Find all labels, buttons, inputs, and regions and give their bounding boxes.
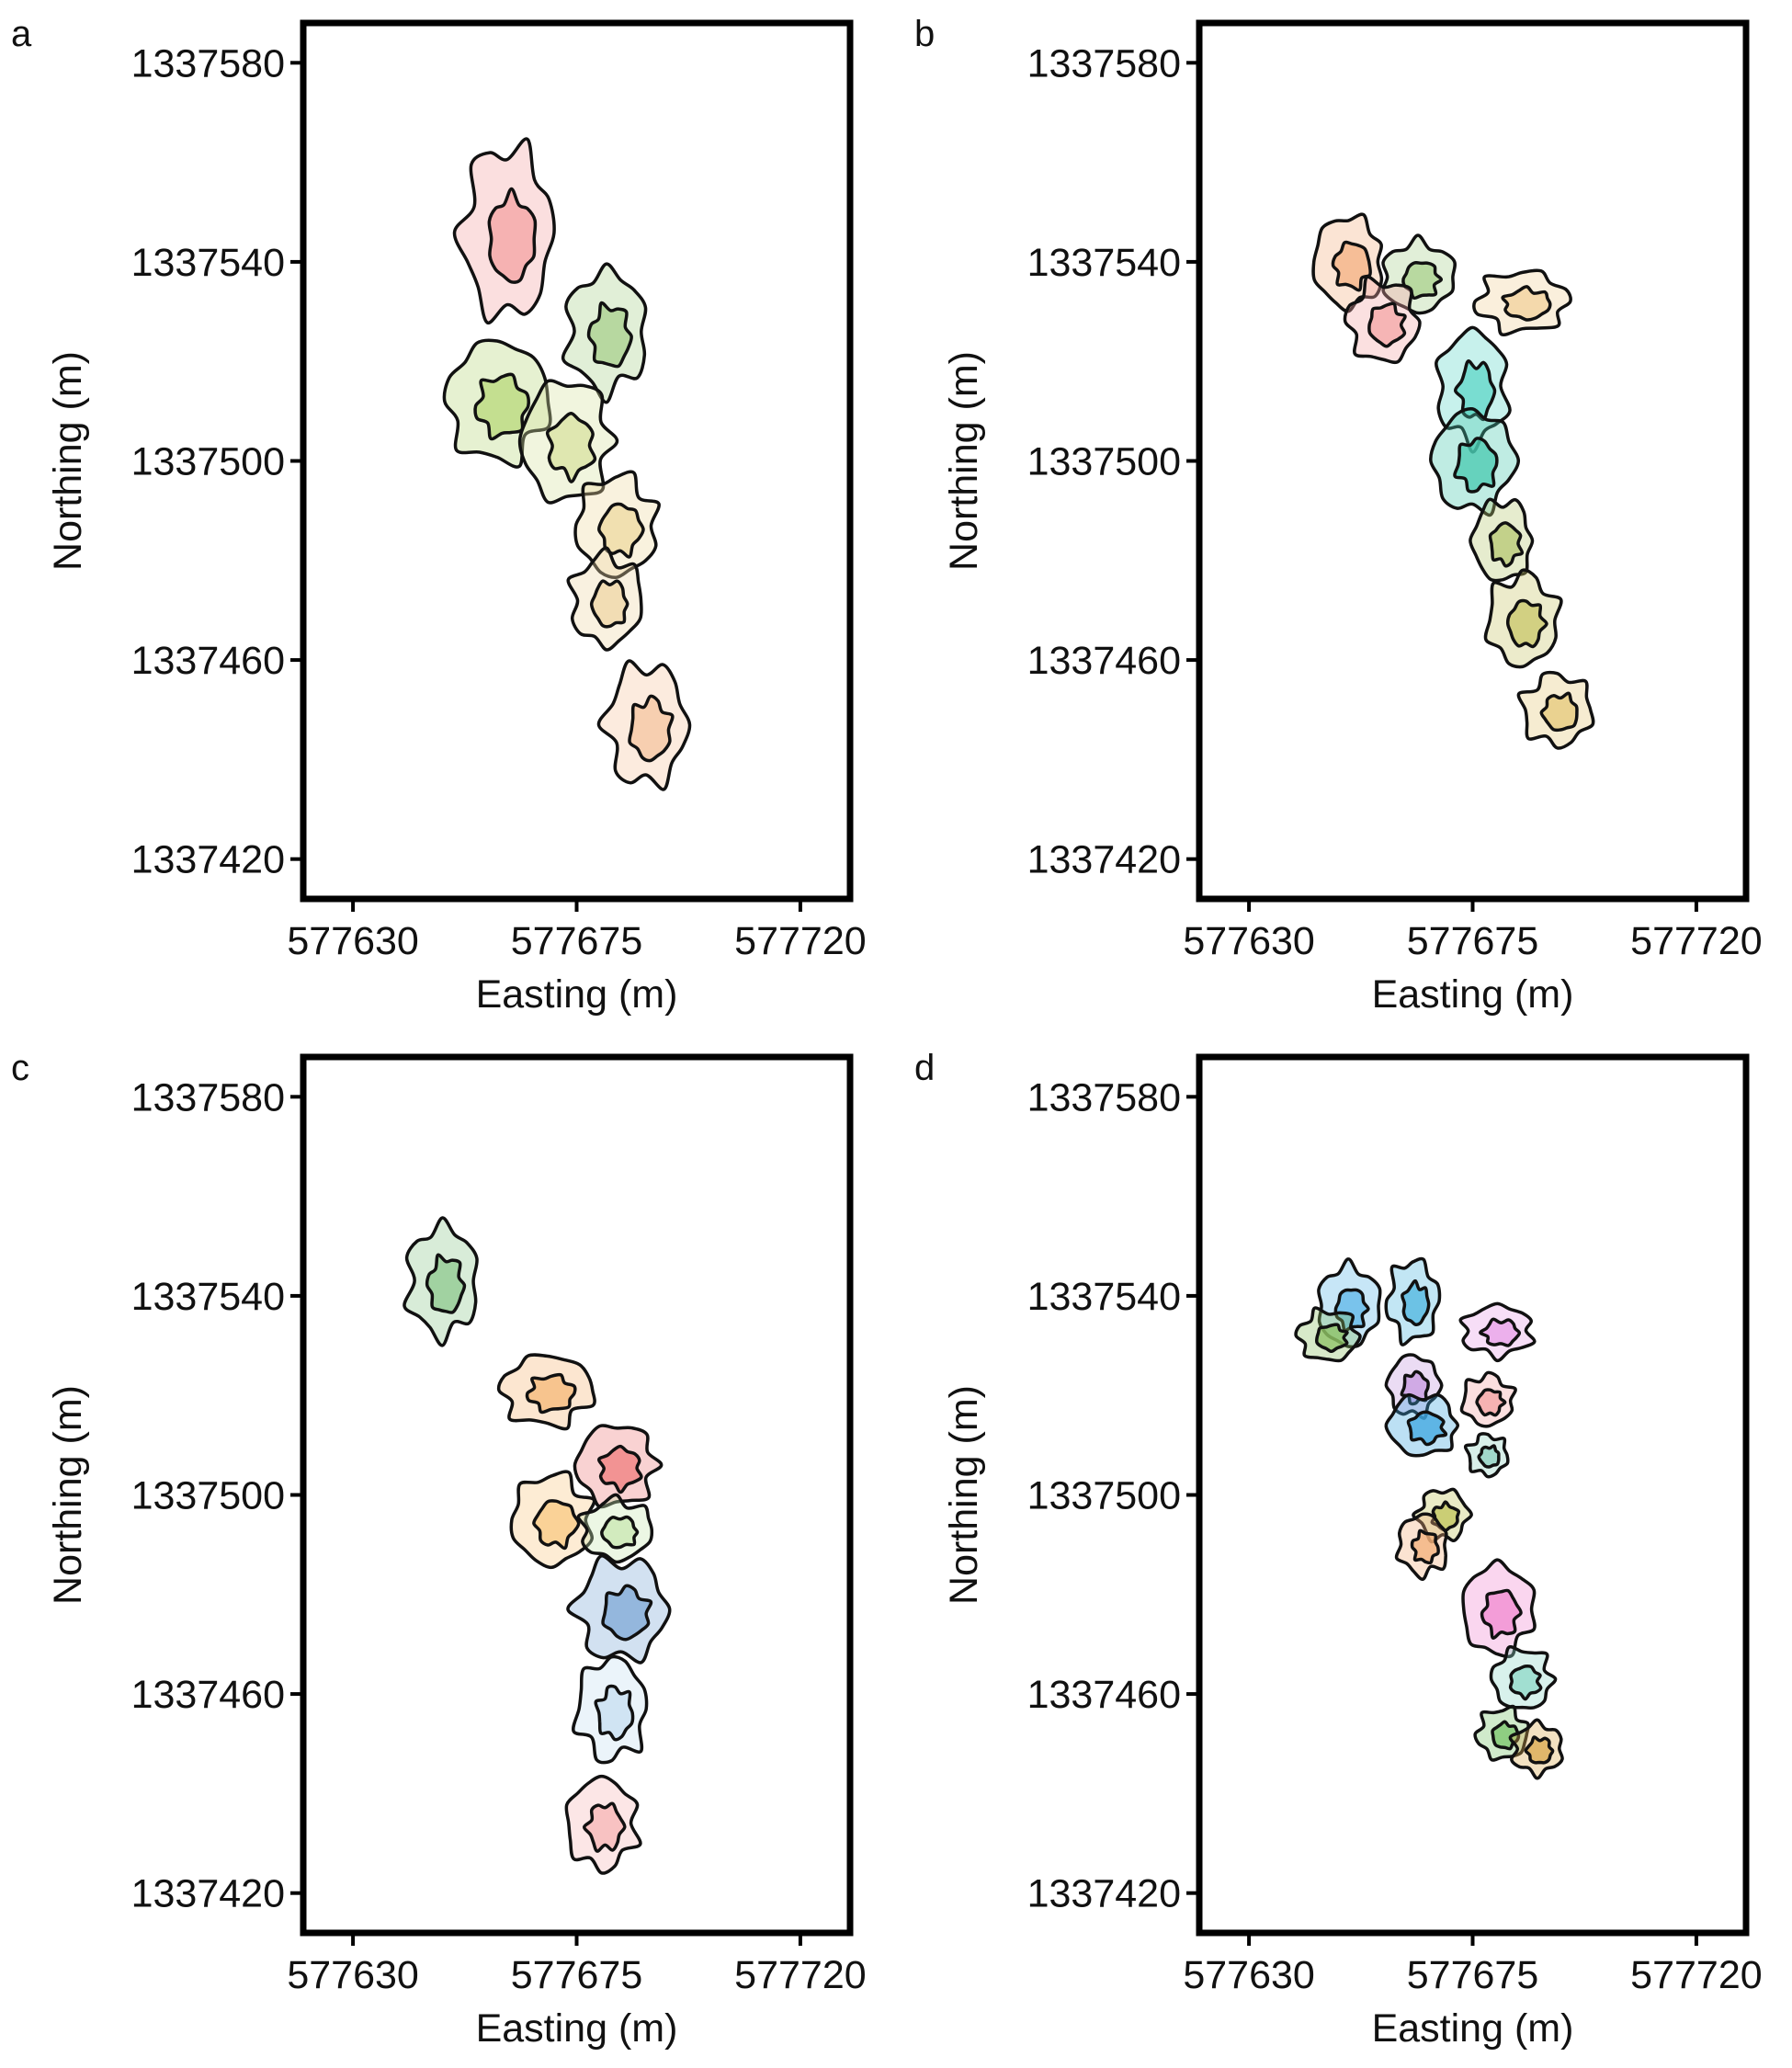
x-axis-title-b: Easting (m) (1372, 972, 1574, 1017)
chart-svg-c: c 1337420 1337460 1337500 1337540 1337580 577… (11, 1048, 867, 2051)
y-axis-title-b: Northing (m) (942, 351, 986, 571)
contour-inner-c-1 (525, 1372, 577, 1415)
contour-inner-c-3 (532, 1499, 581, 1551)
x-tick-label-b-1: 577675 (1407, 919, 1539, 963)
contour-inner-d-1 (1314, 1323, 1349, 1354)
contour-inner-a-5 (589, 579, 629, 629)
x-tick-label-a-1: 577675 (511, 919, 643, 963)
x-tick-label-c-0: 577630 (287, 1953, 419, 1997)
y-tick-label-d-1: 1337460 (1027, 1673, 1181, 1717)
contour-inner-d-10 (1480, 1588, 1523, 1640)
chart-svg-d: d 1337420 1337460 1337500 1337540 1337580 577… (914, 1048, 1763, 2051)
chart-svg-a: a 1337420 1337460 1337500 1337540 1337580 577… (11, 14, 867, 1017)
contour-inner-c-7 (582, 1801, 627, 1853)
y-tick-label-b-4: 1337580 (1027, 41, 1181, 85)
contour-inner-c-0 (425, 1253, 467, 1314)
plot-frame-a (300, 19, 854, 903)
plot-frame-b (1196, 19, 1750, 903)
plot-frame-d (1196, 1053, 1750, 1937)
contour-inner-c-2 (597, 1444, 643, 1494)
panel-a: a 1337420 1337460 1337500 1337540 1337580 577… (0, 0, 896, 1034)
y-tick-label-b-2: 1337500 (1027, 440, 1181, 484)
x-axis-title-a: Easting (m) (476, 972, 678, 1017)
contour-inner-d-2 (1401, 1278, 1431, 1326)
contour-inner-a-3 (545, 411, 597, 483)
contour-inner-a-6 (628, 694, 675, 763)
plot-frame-c (300, 1053, 854, 1937)
y-tick-label-b-3: 1337540 (1027, 241, 1181, 285)
contour-inner-b-7 (1505, 598, 1548, 649)
y-tick-label-b-0: 1337420 (1027, 838, 1181, 882)
y-tick-label-c-4: 1337580 (131, 1075, 285, 1119)
contour-inner-a-1 (586, 301, 633, 369)
x-tick-label-d-1: 577675 (1407, 1953, 1539, 1997)
contour-inner-d-6 (1475, 1388, 1507, 1417)
y-tick-label-c-3: 1337540 (131, 1275, 285, 1319)
x-tick-label-d-2: 577720 (1630, 1953, 1763, 1997)
contour-inner-c-4 (600, 1515, 640, 1550)
contour-inner-c-6 (594, 1684, 635, 1742)
y-tick-label-d-3: 1337540 (1027, 1275, 1181, 1319)
x-axis-title-c: Easting (m) (476, 2006, 678, 2051)
contour-inner-d-0 (1333, 1288, 1370, 1333)
y-tick-label-c-2: 1337500 (131, 1474, 285, 1518)
x-tick-label-a-2: 577720 (734, 919, 867, 963)
x-tick-label-b-2: 577720 (1630, 919, 1763, 963)
x-tick-label-c-1: 577675 (511, 1953, 643, 1997)
contour-inner-a-0 (487, 187, 538, 284)
y-axis-title-a: Northing (m) (46, 351, 90, 571)
contour-inner-a-4 (597, 502, 645, 559)
y-tick-label-a-0: 1337420 (131, 838, 285, 882)
contour-inner-d-5 (1406, 1410, 1448, 1447)
panel-b: b 1337420 1337460 1337500 1337540 1337580 577… (896, 0, 1792, 1034)
contour-inner-c-5 (601, 1584, 653, 1642)
panel-c: c 1337420 1337460 1337500 1337540 1337580 577… (0, 1034, 896, 2068)
contour-inner-d-13 (1524, 1735, 1555, 1765)
chart-svg-b: b 1337420 1337460 1337500 1337540 1337580 577… (914, 14, 1763, 1017)
y-tick-label-a-3: 1337540 (131, 241, 285, 285)
y-axis-title-c: Northing (m) (46, 1385, 90, 1605)
contour-inner-b-5 (1453, 437, 1499, 494)
contour-inner-d-11 (1508, 1665, 1543, 1701)
panel-d: d 1337420 1337460 1337500 1337540 1337580 577… (896, 1034, 1792, 2068)
panel-letter-a: a (11, 14, 32, 54)
contour-inner-d-3 (1479, 1317, 1522, 1347)
x-tick-label-c-2: 577720 (734, 1953, 867, 1997)
contour-inner-b-3 (1501, 285, 1552, 322)
panel-letter-c: c (11, 1048, 29, 1088)
contour-inner-a-2 (473, 372, 530, 441)
y-tick-label-d-2: 1337500 (1027, 1474, 1181, 1518)
contour-inner-b-1 (1401, 261, 1444, 301)
y-tick-label-b-1: 1337460 (1027, 639, 1181, 683)
x-tick-label-a-0: 577630 (287, 919, 419, 963)
y-tick-label-d-4: 1337580 (1027, 1075, 1181, 1119)
x-tick-label-d-0: 577630 (1183, 1953, 1315, 1997)
y-tick-label-a-4: 1337580 (131, 41, 285, 85)
y-tick-label-a-2: 1337500 (131, 440, 285, 484)
y-tick-label-c-0: 1337420 (131, 1872, 285, 1916)
y-tick-label-a-1: 1337460 (131, 639, 285, 683)
panel-letter-d: d (914, 1048, 935, 1088)
contour-inner-b-6 (1488, 521, 1525, 568)
panel-letter-b: b (914, 14, 935, 54)
contour-inner-b-2 (1367, 301, 1407, 348)
contour-inner-d-7 (1477, 1444, 1501, 1469)
contour-inner-d-9 (1410, 1528, 1440, 1565)
y-tick-label-c-1: 1337460 (131, 1673, 285, 1717)
x-tick-label-b-0: 577630 (1183, 919, 1315, 963)
contour-inner-b-0 (1331, 240, 1373, 292)
y-axis-title-d: Northing (m) (942, 1385, 986, 1605)
contour-inner-b-8 (1539, 691, 1579, 733)
x-axis-title-d: Easting (m) (1372, 2006, 1574, 2051)
y-tick-label-d-0: 1337420 (1027, 1872, 1181, 1916)
